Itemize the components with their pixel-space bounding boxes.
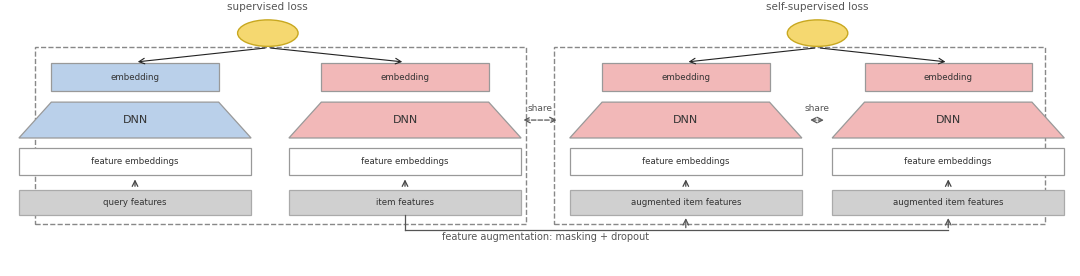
Text: feature embeddings: feature embeddings <box>904 157 993 166</box>
Text: DNN: DNN <box>935 115 961 125</box>
Bar <box>570 148 801 175</box>
Bar <box>19 190 251 215</box>
Text: DNN: DNN <box>392 115 418 125</box>
Text: self-supervised loss: self-supervised loss <box>767 2 868 12</box>
Bar <box>35 47 526 224</box>
Text: supervised loss: supervised loss <box>228 2 308 12</box>
Text: feature augmentation: masking + dropout: feature augmentation: masking + dropout <box>442 232 649 242</box>
Polygon shape <box>289 102 522 138</box>
Text: DNN: DNN <box>673 115 699 125</box>
Text: embedding: embedding <box>923 73 973 82</box>
Bar <box>570 190 801 215</box>
Text: share: share <box>805 104 829 113</box>
Ellipse shape <box>238 20 298 46</box>
Text: feature embeddings: feature embeddings <box>642 157 730 166</box>
Text: share: share <box>527 104 553 113</box>
Text: DNN: DNN <box>122 115 148 125</box>
Text: augmented item features: augmented item features <box>893 198 1003 207</box>
Bar <box>322 63 489 91</box>
Text: embedding: embedding <box>380 73 430 82</box>
Text: feature embeddings: feature embeddings <box>91 157 179 166</box>
Polygon shape <box>832 102 1065 138</box>
Polygon shape <box>570 102 802 138</box>
Text: item features: item features <box>376 198 434 207</box>
Bar <box>52 63 219 91</box>
Ellipse shape <box>787 20 848 46</box>
Bar <box>864 63 1032 91</box>
Polygon shape <box>19 102 251 138</box>
Bar <box>289 148 522 175</box>
Bar <box>603 63 769 91</box>
Text: augmented item features: augmented item features <box>631 198 741 207</box>
Text: feature embeddings: feature embeddings <box>361 157 449 166</box>
Bar <box>832 190 1064 215</box>
Bar <box>289 190 522 215</box>
Bar <box>554 47 1045 224</box>
Text: query features: query features <box>104 198 166 207</box>
Bar <box>19 148 251 175</box>
Bar <box>832 148 1064 175</box>
Text: embedding: embedding <box>661 73 711 82</box>
Text: embedding: embedding <box>110 73 160 82</box>
